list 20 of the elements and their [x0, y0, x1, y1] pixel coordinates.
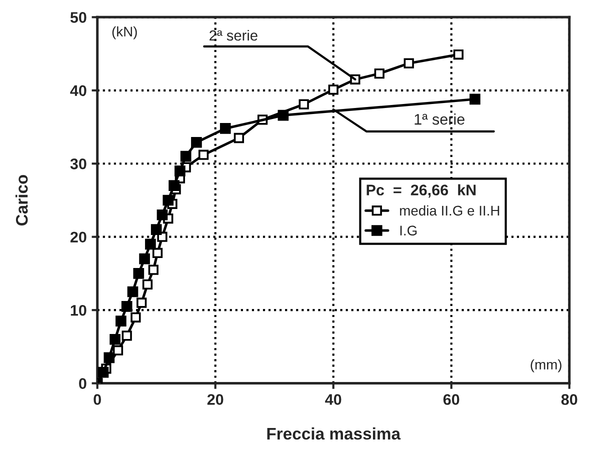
- y-tick-label: 50: [70, 12, 86, 23]
- y-tick-label: 40: [70, 85, 86, 96]
- x-tick-label: 60: [443, 394, 460, 405]
- annotation: 2ª serie: [210, 30, 258, 41]
- y-tick-label: 30: [70, 158, 86, 170]
- annotation: 1ª serie: [414, 114, 464, 125]
- legend-label: I.G: [400, 226, 417, 236]
- legend-label: media II.G e II.H: [400, 205, 500, 216]
- y-tick-label: 0: [79, 378, 86, 389]
- x-axis-title: Freccia massima: [267, 427, 401, 440]
- x-tick-label: 80: [561, 394, 578, 405]
- legend-title: Pc = 26,66 kN: [366, 184, 476, 198]
- x-tick-label: 20: [207, 394, 224, 405]
- annotation: (kN): [112, 26, 137, 40]
- y-tick-label: 20: [70, 232, 86, 243]
- y-tick-label: 10: [70, 304, 86, 316]
- x-tick-label: 0: [94, 394, 101, 405]
- annotation: (mm): [530, 359, 562, 372]
- y-axis-title: Carico: [16, 174, 28, 226]
- x-tick-label: 40: [325, 394, 342, 405]
